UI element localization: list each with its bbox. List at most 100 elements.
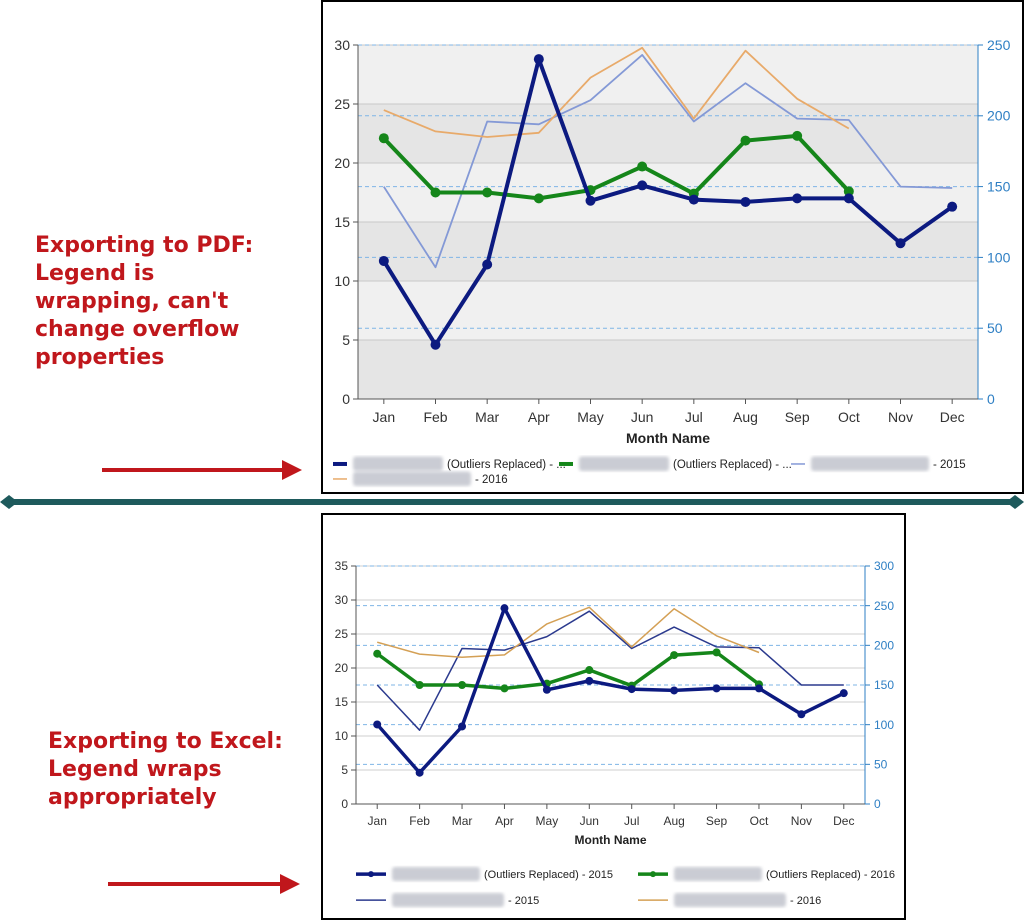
data-point (585, 666, 594, 675)
x-tick-label: Nov (791, 814, 812, 828)
y-tick-label: 20 (335, 661, 349, 675)
legend-item: (Outliers Replaced) - ... (333, 456, 566, 471)
legend-label: - 2015 (933, 459, 966, 471)
x-tick-label: May (536, 814, 559, 828)
note-line: Legend wraps (48, 757, 222, 782)
x-tick-label: Dec (833, 814, 854, 828)
note-line: Legend is (35, 261, 155, 286)
data-point (482, 259, 493, 270)
y-tick-label: 10 (334, 273, 350, 289)
data-point (373, 649, 382, 658)
legend-item: - 2016 (638, 893, 821, 907)
y2-tick-label: 100 (987, 249, 1011, 265)
legend-label: (Outliers Replaced) - 2016 (766, 869, 895, 881)
x-tick-label: Jun (631, 409, 654, 425)
excel-export-chart-frame: 0 5 10 15 20 25 30 35 0 50 100 150 200 250 300 Jan Feb Ma… (321, 513, 906, 920)
y-tick-label: 10 (335, 729, 349, 743)
y-tick-label: 35 (335, 559, 349, 573)
data-point (712, 684, 721, 693)
plot-band (358, 281, 978, 340)
redacted-name (811, 456, 929, 471)
x-tick-label: Aug (663, 814, 684, 828)
x-tick-label: Jan (368, 814, 387, 828)
data-point (627, 685, 636, 694)
data-point (430, 187, 441, 198)
series-line-3 (383, 46, 850, 138)
redacted-name (392, 893, 504, 907)
data-point (458, 722, 467, 731)
x-axis-title: Month Name (575, 833, 647, 847)
x-tick-label: Aug (733, 409, 758, 425)
note-line: wrapping, can't (35, 289, 229, 314)
data-point (797, 710, 806, 719)
note-line: properties (35, 345, 165, 370)
plot-band (358, 45, 978, 104)
y-tick-label: 30 (335, 593, 349, 607)
excel-line-chart: 0 5 10 15 20 25 30 35 0 50 100 150 200 250 300 Jan Feb Ma… (335, 559, 895, 907)
x-tick-label: Sep (706, 814, 728, 828)
x-tick-label: Feb (409, 814, 430, 828)
y2-tick-label: 50 (874, 758, 888, 772)
x-tick-label: Mar (452, 814, 473, 828)
note-line: appropriately (48, 785, 217, 810)
data-point (378, 133, 389, 144)
data-point (637, 161, 648, 172)
y2-tick-label: 50 (987, 320, 1003, 336)
y-tick-label: 25 (334, 96, 350, 112)
x-axis-title: Month Name (626, 430, 710, 446)
y2-tick-label: 300 (874, 559, 894, 573)
series-line-1 (382, 133, 851, 201)
y-tick-label: 0 (342, 391, 350, 407)
x-tick-label: Mar (475, 409, 499, 425)
x-tick-label: Apr (528, 409, 550, 425)
data-point (585, 195, 596, 206)
legend-label: - 2016 (790, 895, 821, 907)
legend-label: - 2015 (508, 895, 539, 907)
x-tick-label: Jul (685, 409, 703, 425)
x-tick-label: Oct (750, 814, 769, 828)
x-tick-label: May (577, 409, 603, 425)
y-tick-label: 0 (341, 797, 348, 811)
data-point (670, 686, 679, 695)
data-point (415, 768, 424, 777)
data-point (792, 130, 803, 141)
note-line: Exporting to Excel: (48, 729, 283, 754)
data-point (843, 193, 854, 204)
data-point (430, 339, 441, 350)
y-tick-label: 15 (335, 695, 349, 709)
data-point (740, 135, 751, 146)
data-point (843, 186, 854, 197)
y2-tick-label: 150 (874, 678, 894, 692)
series-line-2 (383, 54, 953, 269)
data-point (754, 684, 763, 693)
x-tick-label: Apr (495, 814, 514, 828)
data-point (792, 193, 803, 204)
data-point (373, 720, 382, 729)
x-tick-label: Nov (888, 409, 913, 425)
y-tick-label: 20 (334, 155, 350, 171)
plot-band (358, 222, 978, 281)
excel-arrow (108, 874, 300, 894)
data-point (895, 238, 906, 249)
x-tick-label: Sep (785, 409, 810, 425)
series-line-0 (382, 57, 954, 347)
pdf-export-note: Exporting to PDF: Legend is wrapping, ca… (35, 232, 253, 372)
data-point (688, 194, 699, 205)
legend-label: (Outliers Replaced) - 2015 (484, 869, 613, 881)
data-point (500, 604, 509, 613)
x-tick-label: Feb (423, 409, 447, 425)
data-point (542, 685, 551, 694)
data-point (637, 180, 648, 191)
y2-tick-label: 0 (987, 391, 995, 407)
pdf-export-chart-frame: 0 5 10 15 20 25 30 0 50 100 150 200 250 Jan Feb Mar Apr M… (321, 0, 1024, 494)
y2-tick-label: 0 (874, 797, 881, 811)
data-point (533, 193, 544, 204)
data-point (458, 681, 467, 689)
data-point (378, 255, 389, 266)
legend-label: - 2016 (475, 474, 508, 486)
legend-item: - 2016 (333, 471, 508, 486)
legend-label: (Outliers Replaced) - ... (447, 459, 566, 471)
legend-item: - 2015 (791, 456, 966, 471)
redacted-name (353, 471, 471, 486)
redacted-name (392, 867, 480, 881)
